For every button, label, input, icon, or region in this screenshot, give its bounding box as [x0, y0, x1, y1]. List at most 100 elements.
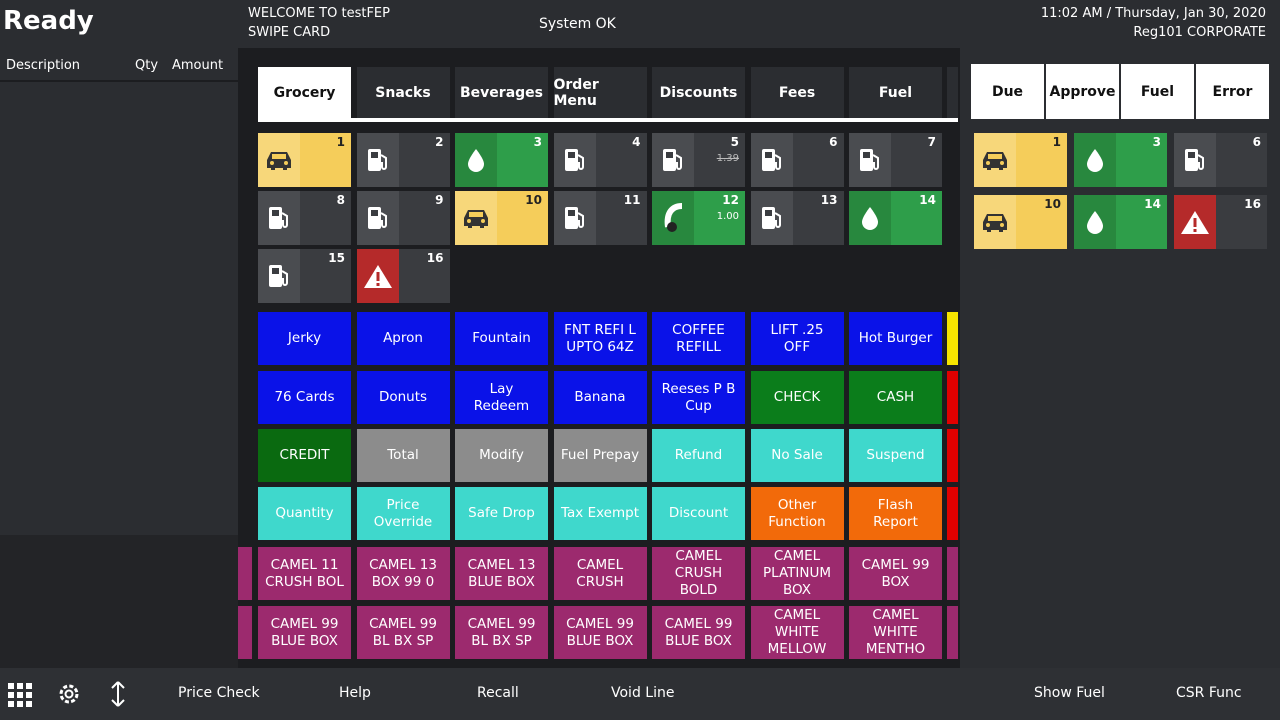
category-tab[interactable]: Beverages: [455, 67, 548, 118]
function-button[interactable]: COFFEE REFILL: [652, 312, 745, 365]
pump-tile[interactable]: 1: [974, 133, 1067, 187]
function-button[interactable]: CREDIT: [258, 429, 351, 482]
function-button[interactable]: Safe Drop: [455, 487, 548, 540]
status: Ready: [3, 6, 94, 36]
function-button[interactable]: Flash Report: [849, 487, 942, 540]
pump-tile[interactable]: 5 1.39: [652, 133, 745, 187]
pump-tile[interactable]: 3: [1074, 133, 1167, 187]
category-tab[interactable]: Order Menu: [553, 67, 647, 118]
warning-icon: [1181, 211, 1209, 234]
function-button[interactable]: Refund: [652, 429, 745, 482]
function-button[interactable]: Lay Redeem: [455, 371, 548, 424]
function-button[interactable]: CAMEL 99 BLUE BOX: [553, 606, 647, 659]
footer-button[interactable]: Void Line: [611, 685, 675, 701]
menu-icon[interactable]: [8, 683, 34, 707]
function-button[interactable]: Reeses P B Cup: [652, 371, 745, 424]
pump-tile[interactable]: 2: [356, 133, 450, 187]
function-button[interactable]: CHECK: [750, 371, 844, 424]
function-button[interactable]: CAMEL CRUSH BOLD: [652, 547, 745, 600]
pump-number: 11: [623, 193, 641, 207]
function-button[interactable]: Discount: [652, 487, 745, 540]
pump-icon: [761, 207, 781, 229]
car-icon: [983, 214, 1007, 232]
function-button[interactable]: CAMEL 99 BLUE BOX: [258, 606, 351, 659]
function-button[interactable]: Suspend: [849, 429, 942, 482]
category-tab[interactable]: Fees: [750, 67, 844, 118]
pump-info: 7: [891, 133, 942, 187]
function-button[interactable]: CAMEL WHITE MENTHO: [849, 606, 942, 659]
footer-button[interactable]: Price Check: [178, 685, 260, 701]
function-button[interactable]: Jerky: [258, 312, 351, 365]
function-button[interactable]: CAMEL 99 BL BX SP: [356, 606, 450, 659]
function-button[interactable]: CAMEL 11 CRUSH BOL: [258, 547, 351, 600]
function-button[interactable]: Apron: [356, 312, 450, 365]
resize-icon[interactable]: [110, 681, 126, 707]
filter-tab[interactable]: Due: [971, 64, 1044, 119]
pump-tile[interactable]: 6: [750, 133, 844, 187]
pump-number: 2: [435, 135, 444, 149]
drop-icon: [1087, 211, 1103, 234]
pump-number: 13: [820, 193, 838, 207]
pump-tile[interactable]: 14: [849, 191, 942, 245]
function-button[interactable]: Fountain: [455, 312, 548, 365]
footer-button[interactable]: Show Fuel: [1034, 685, 1105, 701]
pump-tile[interactable]: 14: [1074, 195, 1167, 249]
function-button[interactable]: CAMEL PLATINUM BOX: [750, 547, 844, 600]
function-button[interactable]: Total: [356, 429, 450, 482]
filter-tab[interactable]: Error: [1196, 64, 1269, 119]
pump-tile[interactable]: 15: [258, 249, 351, 303]
pump-tile[interactable]: 7: [849, 133, 942, 187]
function-button[interactable]: CAMEL 99 BOX: [849, 547, 942, 600]
function-button[interactable]: CAMEL 13 BOX 99 0: [356, 547, 450, 600]
function-button[interactable]: Tax Exempt: [553, 487, 647, 540]
pump-icon-area: [258, 249, 300, 303]
function-button[interactable]: LIFT .25 OFF: [750, 312, 844, 365]
pump-tile[interactable]: 3: [455, 133, 548, 187]
pump-tile[interactable]: 6: [1174, 133, 1267, 187]
pump-tile[interactable]: 8: [258, 191, 351, 245]
function-button[interactable]: CAMEL WHITE MELLOW: [750, 606, 844, 659]
filter-tab[interactable]: Approve: [1046, 64, 1119, 119]
function-button[interactable]: FNT REFI L UPTO 64Z: [553, 312, 647, 365]
function-button[interactable]: Banana: [553, 371, 647, 424]
function-button[interactable]: CAMEL 99 BL BX SP: [455, 606, 548, 659]
pump-tile[interactable]: 10: [455, 191, 548, 245]
pump-tile[interactable]: 10: [974, 195, 1067, 249]
pump-tile[interactable]: 16: [356, 249, 450, 303]
pump-tile[interactable]: 11: [553, 191, 647, 245]
footer-button[interactable]: Help: [339, 685, 371, 701]
pump-tile[interactable]: 16: [1174, 195, 1267, 249]
category-tab[interactable]: Grocery: [258, 67, 351, 118]
pump-tile[interactable]: 1: [258, 133, 351, 187]
category-tab[interactable]: Fuel: [849, 67, 942, 118]
function-button[interactable]: CAMEL CRUSH: [553, 547, 647, 600]
category-tab-partial: [947, 67, 958, 118]
function-button[interactable]: No Sale: [750, 429, 844, 482]
pump-icon-area: [1074, 133, 1116, 187]
function-button[interactable]: Hot Burger: [849, 312, 942, 365]
function-button[interactable]: Fuel Prepay: [553, 429, 647, 482]
category-tab[interactable]: Snacks: [356, 67, 450, 118]
function-button[interactable]: Donuts: [356, 371, 450, 424]
function-button[interactable]: CAMEL 13 BLUE BOX: [455, 547, 548, 600]
pump-icon-area: [455, 133, 497, 187]
pump-tile[interactable]: 13: [750, 191, 844, 245]
function-button[interactable]: Quantity: [258, 487, 351, 540]
pump-icon-area: [849, 191, 891, 245]
pump-icon: [367, 207, 387, 229]
settings-icon[interactable]: [57, 682, 81, 706]
function-button[interactable]: CASH: [849, 371, 942, 424]
pump-tile[interactable]: 12 1.00: [652, 191, 745, 245]
function-button[interactable]: Price Override: [356, 487, 450, 540]
footer-button[interactable]: CSR Func: [1176, 685, 1242, 701]
category-tab[interactable]: Discounts: [652, 67, 745, 118]
function-button[interactable]: CAMEL 99 BLUE BOX: [652, 606, 745, 659]
pump-tile[interactable]: 4: [553, 133, 647, 187]
pump-tile[interactable]: 9: [356, 191, 450, 245]
function-button[interactable]: Modify: [455, 429, 548, 482]
footer-button[interactable]: Recall: [477, 685, 519, 701]
filter-tab[interactable]: Fuel: [1121, 64, 1194, 119]
function-button[interactable]: 76 Cards: [258, 371, 351, 424]
pump-number: 3: [533, 135, 542, 149]
function-button[interactable]: Other Function: [750, 487, 844, 540]
